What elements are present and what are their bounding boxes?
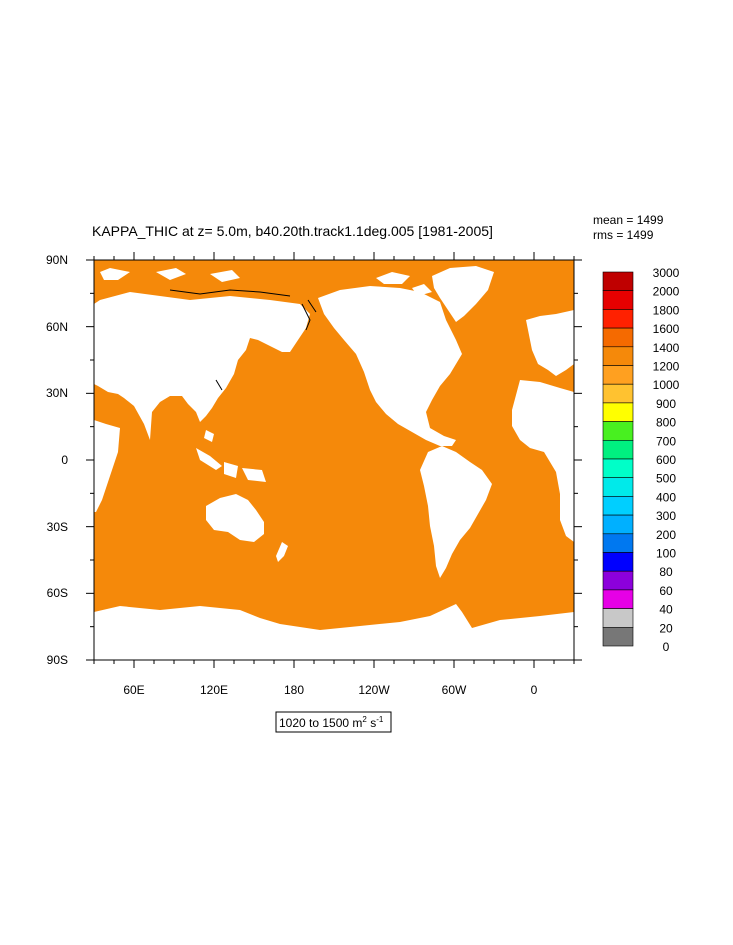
colorbar-swatch [602,570,634,591]
rms-stat: rms = 1499 [593,228,654,242]
colorbar-swatch [602,290,634,310]
colorbar-label: 600 [656,453,676,467]
colorbar-swatch [602,327,634,348]
colorbar-label: 500 [656,472,676,486]
colorbar-label: 800 [656,416,676,430]
coastline-detail [169,289,317,391]
land-australia [206,494,264,542]
colorbar-labels: 3000200018001600140012001000900800700600… [653,266,680,654]
colorbar-label: 1200 [653,360,680,374]
land-eurasia [94,292,310,440]
land-arctic-canada [376,272,432,296]
lat-label: 30N [46,386,68,400]
colorbar-label: 3000 [653,266,680,280]
colorbar-label: 900 [656,397,676,411]
land-indonesia [196,430,266,482]
colorbar-swatch [602,496,634,516]
colorbar-label: 400 [656,490,676,504]
colorbar-label: 80 [659,565,673,579]
land-africa-west [512,380,574,542]
colorbar-swatch [602,533,634,553]
lon-label: 60E [123,683,144,697]
range-label-exp1: 2 [362,715,367,724]
lat-label: 0 [61,453,68,467]
colorbar-swatch [602,346,634,366]
mean-stat: mean = 1499 [593,213,664,227]
colorbar-swatch [602,421,634,441]
colorbar-swatch [602,552,634,572]
land-south-america [420,446,492,578]
lat-labels: 90N 60N 30N 0 30S 60S 90S [46,253,68,667]
colorbar-swatch [602,383,634,404]
lat-label: 90S [47,653,68,667]
land-new-zealand [276,542,288,562]
lat-label: 60S [47,586,68,600]
range-label: 1020 to 1500 m2 s-1 [279,715,384,730]
range-label-box: 1020 to 1500 m2 s-1 [275,711,392,733]
lon-label: 180 [284,683,304,697]
colorbar-label: 100 [656,547,676,561]
lon-labels: 60E 120E 180 120W 60W 0 [123,683,537,697]
land-masses [94,266,574,660]
lon-label: 0 [531,683,538,697]
colorbar-label: 1400 [653,341,680,355]
colorbar-label: 1800 [653,303,680,317]
colorbar-label: 0 [663,640,670,654]
colorbar-swatch [602,402,634,422]
colorbar-label: 60 [659,584,673,598]
colorbar-label: 20 [659,621,673,635]
colorbar-label: 1000 [653,378,680,392]
land-british-isles [534,328,544,344]
colorbar-label: 2000 [653,285,680,299]
land-europe [526,310,574,376]
range-label-mid: s [367,716,376,730]
colorbar-swatch [602,309,634,329]
range-label-exp2: -1 [376,715,384,724]
map-panel [86,252,582,668]
range-label-frame [275,711,392,733]
map-ticks [86,252,582,668]
colorbar-label: 300 [656,509,676,523]
lon-label: 60W [442,683,467,697]
plot-title: KAPPA_THIC at z= 5.0m, b40.20th.track1.1… [92,223,493,239]
land-japan [220,362,230,384]
colorbar-swatch [602,514,634,535]
colorbar-swatch [602,477,634,497]
colorbar-swatch [602,365,634,385]
colorbar [602,271,634,647]
colorbar-label: 200 [656,528,676,542]
colorbar-label: 700 [656,434,676,448]
lat-label: 60N [46,320,68,334]
land-greenland [432,266,494,322]
colorbar-swatch [602,271,634,292]
land-antarctica [94,604,574,660]
colorbar-swatch [602,608,634,628]
land-arctic-islands [100,268,240,282]
lon-label: 120E [200,683,228,697]
lon-label: 120W [358,683,390,697]
colorbar-swatch [602,458,634,479]
lat-label: 90N [46,253,68,267]
land-africa [94,420,120,512]
colorbar-swatch [602,439,634,460]
colorbar-swatch [602,589,634,609]
colorbar-swatch [602,626,634,647]
lat-label: 30S [47,520,68,534]
land-north-america [318,286,462,446]
colorbar-label: 40 [659,603,673,617]
colorbar-label: 1600 [653,322,680,336]
range-label-prefix: 1020 to 1500 m [279,716,362,730]
